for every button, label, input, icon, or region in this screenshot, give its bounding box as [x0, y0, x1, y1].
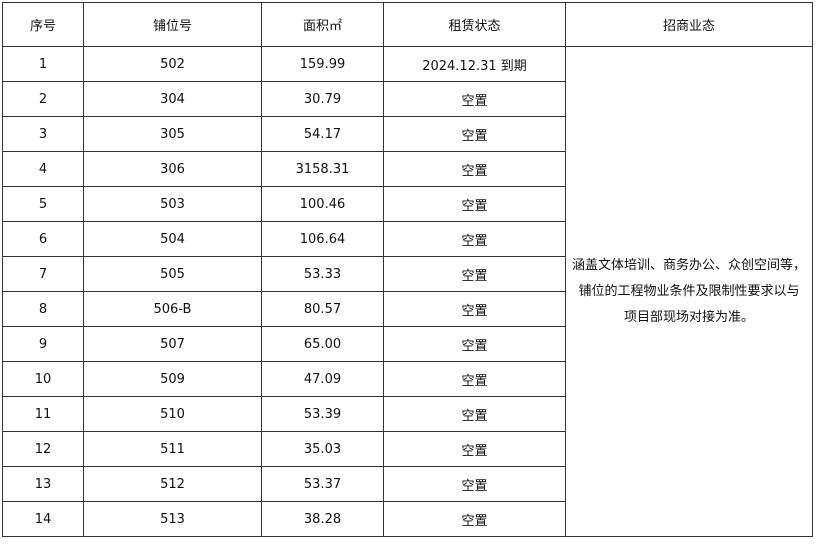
area: 38.28 [261, 501, 384, 537]
area: 159.99 [261, 46, 384, 82]
header-cell: 面积㎡ [261, 2, 384, 47]
lease-status: 空置 [383, 501, 566, 537]
lease-status: 空置 [383, 151, 566, 187]
shop-number: 506-B [83, 291, 262, 327]
shop-number: 304 [83, 81, 262, 117]
shop-number: 510 [83, 396, 262, 432]
lease-status: 空置 [383, 466, 566, 502]
table-row: 1 502 159.99 2024.12.31 到期 涵盖文体培训、商务办公、众创空间等… [2, 46, 813, 537]
business-note: 涵盖文体培训、商务办公、众创空间等， 铺位的工程物业条件及限制性要求以与 项目部现场… [565, 46, 813, 537]
table-row: 7 505 53.33 空置 [2, 256, 813, 292]
area: 35.03 [261, 431, 384, 467]
area: 53.33 [261, 256, 384, 292]
table-row: 5 503 100.46 空置 [2, 186, 813, 222]
note-line: 涵盖文体培训、商务办公、众创空间等， [571, 257, 806, 273]
lease-status: 空置 [383, 116, 566, 152]
row-number: 12 [2, 431, 84, 467]
table-row: 14 513 38.28 空置 [2, 501, 813, 537]
lease-status: 空置 [383, 431, 566, 467]
lease-status: 空置 [383, 81, 566, 117]
shop-number: 502 [83, 46, 262, 82]
area: 54.17 [261, 116, 384, 152]
lease-table: 序号 铺位号 面积㎡ 租赁状态 招商业态 1 502 159.99 2024.12.31 到期… [2, 2, 813, 537]
shop-number: 512 [83, 466, 262, 502]
shop-number: 305 [83, 116, 262, 152]
header-cell: 序号 [2, 2, 84, 47]
table-row: 4 306 3158.31 空置 [2, 151, 813, 187]
area: 53.39 [261, 396, 384, 432]
lease-status: 空置 [383, 186, 566, 222]
shop-number: 306 [83, 151, 262, 187]
table-row: 13 512 53.37 空置 [2, 466, 813, 502]
shop-number: 503 [83, 186, 262, 222]
shop-number: 513 [83, 501, 262, 537]
row-number: 11 [2, 396, 84, 432]
header-cell: 招商业态 [565, 2, 813, 47]
lease-status: 空置 [383, 221, 566, 257]
area: 30.79 [261, 81, 384, 117]
row-number: 2 [2, 81, 84, 117]
header-cell: 租赁状态 [383, 2, 566, 47]
shop-number: 509 [83, 361, 262, 397]
row-number: 9 [2, 326, 84, 362]
row-number: 6 [2, 221, 84, 257]
table-row: 10 509 47.09 空置 [2, 361, 813, 397]
note-line: 项目部现场对接为准。 [623, 309, 754, 325]
area: 106.64 [261, 221, 384, 257]
table-row: 11 510 53.39 空置 [2, 396, 813, 432]
area: 47.09 [261, 361, 384, 397]
lease-status: 2024.12.31 到期 [383, 46, 566, 82]
row-number: 3 [2, 116, 84, 152]
shop-number: 504 [83, 221, 262, 257]
table-row: 3 305 54.17 空置 [2, 116, 813, 152]
table-row: 8 506-B 80.57 空置 [2, 291, 813, 327]
lease-status: 空置 [383, 326, 566, 362]
area: 100.46 [261, 186, 384, 222]
row-number: 10 [2, 361, 84, 397]
shop-number: 511 [83, 431, 262, 467]
area: 65.00 [261, 326, 384, 362]
shop-number: 505 [83, 256, 262, 292]
shop-number: 507 [83, 326, 262, 362]
lease-status: 空置 [383, 291, 566, 327]
row-number: 1 [2, 46, 84, 82]
table-row: 6 504 106.64 空置 [2, 221, 813, 257]
table-row: 9 507 65.00 空置 [2, 326, 813, 362]
note-line: 铺位的工程物业条件及限制性要求以与 [578, 283, 800, 299]
row-number: 5 [2, 186, 84, 222]
lease-status: 空置 [383, 396, 566, 432]
area: 53.37 [261, 466, 384, 502]
row-number: 7 [2, 256, 84, 292]
lease-status: 空置 [383, 256, 566, 292]
header-cell: 铺位号 [83, 2, 262, 47]
lease-status: 空置 [383, 361, 566, 397]
area: 80.57 [261, 291, 384, 327]
row-number: 14 [2, 501, 84, 537]
row-number: 13 [2, 466, 84, 502]
area: 3158.31 [261, 151, 384, 187]
row-number: 4 [2, 151, 84, 187]
table-body: 1 502 159.99 2024.12.31 到期 涵盖文体培训、商务办公、众创空间等… [2, 46, 813, 537]
row-number: 8 [2, 291, 84, 327]
header-row: 序号 铺位号 面积㎡ 租赁状态 招商业态 [2, 2, 813, 47]
